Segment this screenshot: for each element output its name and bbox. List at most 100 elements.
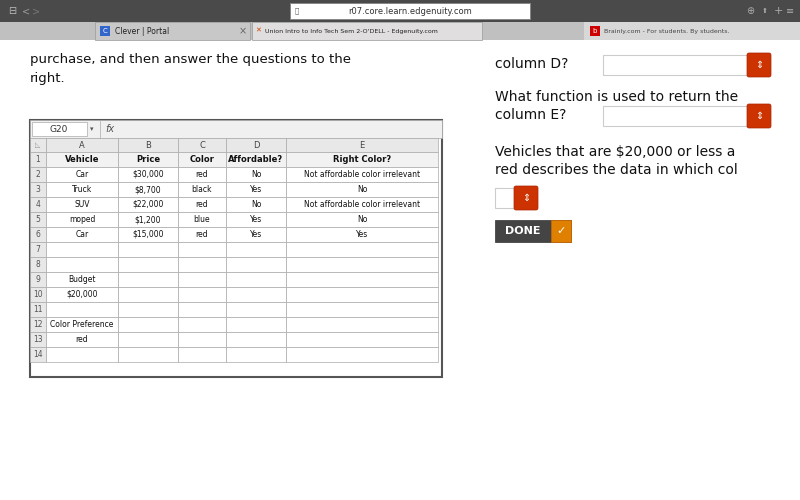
Text: 12: 12	[34, 320, 42, 329]
Text: Clever | Portal: Clever | Portal	[115, 26, 170, 36]
Text: 2: 2	[36, 170, 40, 179]
Bar	[178, 272, 226, 287]
FancyBboxPatch shape	[747, 104, 771, 128]
Bar	[118, 287, 178, 302]
Text: C: C	[199, 140, 205, 149]
FancyBboxPatch shape	[747, 53, 771, 77]
Text: fx: fx	[105, 124, 114, 134]
Bar	[226, 317, 286, 332]
Bar	[30, 138, 46, 152]
Text: $1,200: $1,200	[134, 215, 162, 224]
Text: purchase, and then answer the questions to the: purchase, and then answer the questions …	[30, 53, 351, 66]
Bar	[95, 22, 250, 40]
Text: Vehicle: Vehicle	[65, 155, 99, 164]
Bar	[46, 347, 118, 362]
Text: ◺: ◺	[35, 142, 41, 148]
Bar	[30, 257, 46, 272]
Text: Right Color?: Right Color?	[333, 155, 391, 164]
Text: ⇕: ⇕	[522, 193, 530, 203]
Bar	[118, 257, 178, 272]
Bar	[226, 272, 286, 287]
Bar	[495, 188, 535, 208]
Bar	[286, 152, 438, 167]
Bar	[178, 257, 226, 272]
Bar	[286, 197, 438, 212]
Bar	[46, 317, 118, 332]
Text: ≡: ≡	[786, 6, 794, 16]
Text: r07.core.learn.edgenuity.com: r07.core.learn.edgenuity.com	[348, 6, 472, 16]
Bar	[286, 287, 438, 302]
Text: column E?: column E?	[495, 108, 566, 122]
Bar	[286, 212, 438, 227]
Text: Price: Price	[136, 155, 160, 164]
Text: Not affordable color irrelevant: Not affordable color irrelevant	[304, 170, 420, 179]
Text: 6: 6	[35, 230, 41, 239]
Bar	[30, 120, 442, 138]
Bar	[46, 242, 118, 257]
Text: red describes the data in which col: red describes the data in which col	[495, 163, 738, 177]
Bar	[226, 257, 286, 272]
Bar	[226, 302, 286, 317]
Text: D: D	[253, 140, 259, 149]
Bar	[286, 257, 438, 272]
Text: ⬆: ⬆	[762, 8, 768, 14]
Bar	[290, 3, 530, 19]
Bar	[46, 167, 118, 182]
Bar	[178, 302, 226, 317]
Bar	[118, 138, 178, 152]
Bar	[286, 167, 438, 182]
Bar	[30, 302, 46, 317]
Bar	[30, 212, 46, 227]
Bar	[30, 242, 46, 257]
Bar	[226, 138, 286, 152]
Bar	[178, 197, 226, 212]
Bar	[30, 317, 46, 332]
Bar	[30, 227, 46, 242]
Text: moped: moped	[69, 215, 95, 224]
Bar	[46, 332, 118, 347]
Bar	[178, 152, 226, 167]
Text: $20,000: $20,000	[66, 290, 98, 299]
Text: ●: ●	[402, 6, 409, 16]
Bar	[286, 227, 438, 242]
Text: column D?: column D?	[495, 57, 568, 71]
Bar	[178, 287, 226, 302]
Bar	[178, 347, 226, 362]
Bar	[178, 182, 226, 197]
Bar	[118, 317, 178, 332]
Text: DONE: DONE	[506, 226, 541, 236]
Bar	[30, 332, 46, 347]
Bar	[46, 287, 118, 302]
Bar	[495, 220, 571, 242]
Bar	[226, 242, 286, 257]
Bar	[30, 197, 46, 212]
FancyBboxPatch shape	[514, 186, 538, 210]
Bar	[226, 167, 286, 182]
Bar	[118, 182, 178, 197]
Bar	[46, 302, 118, 317]
Bar	[252, 22, 482, 40]
Bar	[286, 272, 438, 287]
Text: $15,000: $15,000	[132, 230, 164, 239]
Bar	[286, 347, 438, 362]
Bar	[30, 182, 46, 197]
Text: No: No	[251, 200, 261, 209]
Bar	[178, 242, 226, 257]
Text: Color: Color	[190, 155, 214, 164]
Bar	[118, 242, 178, 257]
Bar	[286, 302, 438, 317]
Text: 13: 13	[33, 335, 43, 344]
Text: B: B	[145, 140, 151, 149]
Bar	[30, 287, 46, 302]
Text: A: A	[79, 140, 85, 149]
Text: E: E	[359, 140, 365, 149]
Bar	[603, 55, 748, 75]
Text: Not affordable color irrelevant: Not affordable color irrelevant	[304, 200, 420, 209]
Text: Yes: Yes	[250, 215, 262, 224]
Text: Yes: Yes	[250, 185, 262, 194]
Text: 1: 1	[36, 155, 40, 164]
Bar	[178, 317, 226, 332]
Bar	[584, 22, 800, 40]
Bar	[32, 122, 87, 136]
Text: 10: 10	[33, 290, 43, 299]
